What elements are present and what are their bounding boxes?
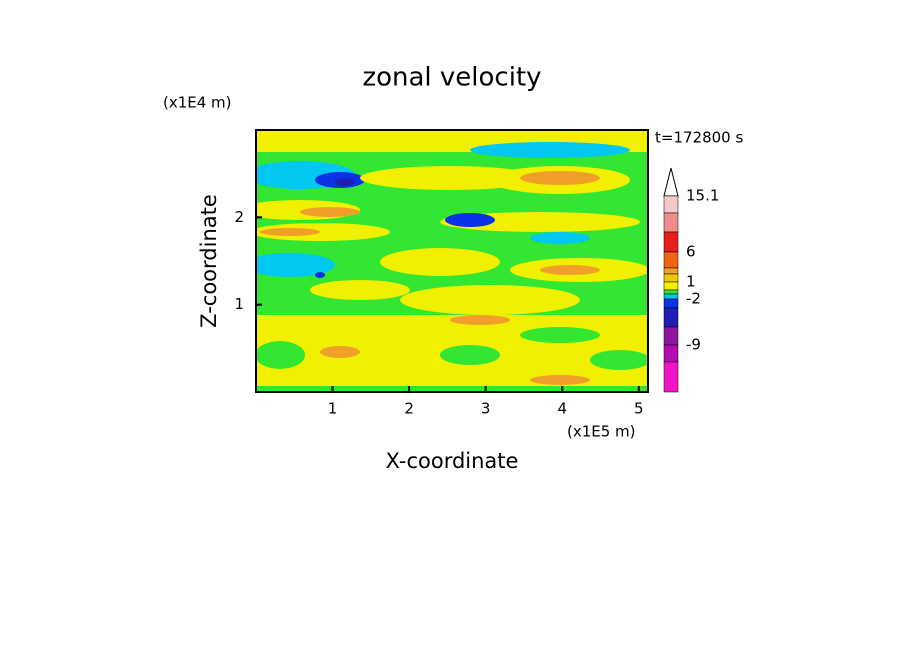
colorbar-segment (663, 298, 679, 309)
chart-title: zonal velocity (362, 63, 541, 93)
colorbar-label: 1 (686, 273, 696, 291)
colorbar-segment (663, 293, 679, 300)
colorbar-segment (663, 195, 679, 214)
x-tick-label: 1 (328, 400, 338, 418)
colorbar-segment (663, 361, 679, 393)
colorbar-label: 6 (686, 243, 696, 261)
time-label: t=172800 s (655, 129, 743, 147)
colorbar-segment (663, 307, 679, 328)
x-unit: (x1E5 m) (567, 423, 636, 441)
colorbar-label: 15.1 (686, 187, 719, 205)
colorbar-label: -2 (686, 290, 701, 308)
x-tick-label: 2 (404, 400, 414, 418)
colorbar-segment (663, 251, 679, 269)
colorbar-segment (663, 273, 679, 283)
y-unit: (x1E4 m) (163, 94, 232, 112)
x-tick-label: 3 (481, 400, 491, 418)
y-tick-label: 2 (234, 208, 244, 226)
x-axis-label: X-coordinate (386, 449, 519, 473)
colorbar-segment (663, 231, 679, 253)
y-axis-label: Z-coordinate (197, 194, 221, 328)
y-tick-label: 1 (234, 295, 244, 313)
colorbar-segment (663, 281, 679, 291)
x-tick-label: 5 (634, 400, 644, 418)
colorbar-segment (663, 267, 679, 275)
colorbar-segment (663, 212, 679, 233)
plot-frame (255, 129, 649, 393)
colorbar-segment (663, 344, 679, 363)
colorbar-segment (663, 289, 679, 295)
contour-field (256, 130, 648, 392)
colorbar-segment (663, 326, 679, 346)
x-tick-label: 4 (557, 400, 567, 418)
colorbar-label: -9 (686, 336, 701, 354)
